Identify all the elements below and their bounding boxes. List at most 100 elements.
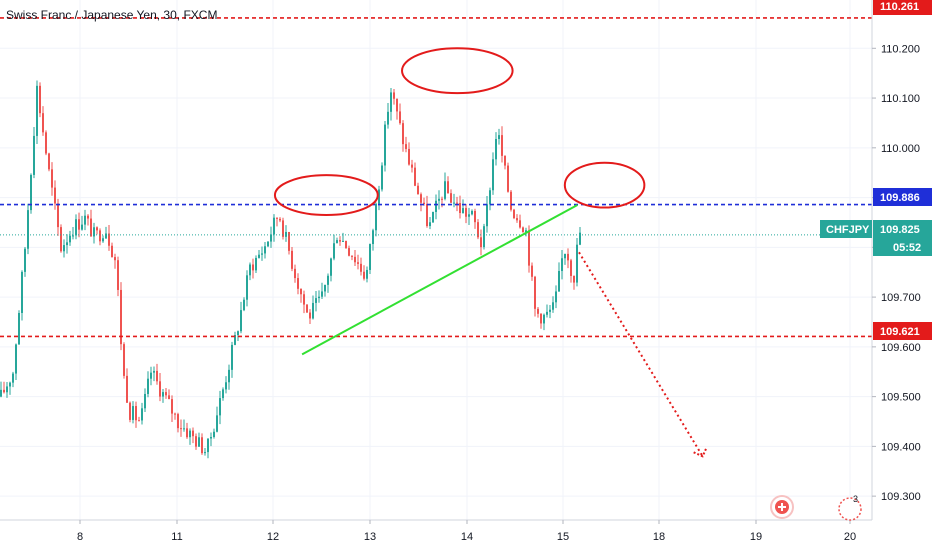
candle-body [171,399,173,414]
annotation-ellipse [273,174,379,216]
candle-body [396,98,398,112]
candle-body [522,227,524,233]
y-tick-label: 110.200 [881,43,920,55]
candle-body [141,408,143,421]
candle-body [189,430,191,438]
candle-body [108,233,110,246]
candle-body [360,263,362,272]
candle-body [228,369,230,383]
candle-body [480,237,482,248]
price-tag-upper: 110.261 [873,0,932,15]
candle-body [453,202,455,204]
candle-body [357,262,359,264]
candle-body [174,413,176,415]
candle-body [87,215,89,219]
candle-body [126,375,128,403]
candle-body [492,159,494,191]
candle-body [9,382,11,387]
candle-body [252,264,254,271]
candle-body [573,275,575,283]
candle-body [246,275,248,300]
candle-body [93,227,95,237]
candle-body [231,344,233,370]
candle-body [18,312,20,345]
candle-body [507,165,509,192]
candle-body [36,85,38,136]
candle-body [486,204,488,227]
horizontal-lines [0,17,872,338]
candle-body [378,189,380,204]
candle-body [303,294,305,305]
candle-body [183,428,185,430]
candle-body [312,302,314,319]
candle-body [300,288,302,295]
candle-body [261,253,263,255]
candle-body [318,296,320,299]
x-tick-label: 8 [77,531,83,543]
candle-body [504,155,506,166]
candle-body [6,386,8,393]
candle-body [348,248,350,256]
trendline [301,204,578,356]
candle-body [501,135,503,156]
candle-body [192,430,194,437]
annotation-ellipse [401,47,514,95]
candle-body [69,235,71,243]
x-tick-label: 20 [844,531,856,543]
candle-body [123,344,125,376]
candle-body [426,203,428,227]
candle-body [225,382,227,390]
candle-body [435,200,437,212]
drawings [273,47,708,458]
y-tick-label: 109.300 [881,491,921,503]
events-badge[interactable]: 3 [838,494,862,521]
candle-body [264,246,266,254]
candle-body [78,219,80,230]
x-tick-label: 13 [364,531,376,543]
candle-body [24,248,26,272]
candle-body [237,331,239,335]
candle-body [249,264,251,276]
candle-body [27,210,29,249]
candle-body [3,389,5,393]
candle-body [423,202,425,204]
candle-body [330,258,332,276]
x-tick-label: 19 [750,531,762,543]
price-tag-lower-text: 109.621 [880,326,920,338]
candle-body [516,218,518,221]
alert-add-button[interactable] [770,495,794,519]
candle-body [579,232,581,245]
candle-body [489,190,491,205]
y-tick-label: 110.100 [881,93,920,105]
candle-body [243,299,245,311]
candle-body [216,415,218,432]
candle-body [84,215,86,225]
candle-body [552,302,554,310]
candle-body [447,181,449,194]
candle-body [120,289,122,345]
projection-arrowhead [693,446,708,458]
candle-body [291,250,293,269]
candle-body [258,254,260,258]
candle-body [474,210,476,223]
candle-body [150,372,152,379]
y-tick-label: 109.400 [881,441,921,453]
candle-body [336,240,338,244]
candle-body [111,245,113,258]
candle-body [525,230,527,233]
candle-body [333,243,335,259]
candle-body [30,174,32,211]
price-tag-upper-text: 110.261 [880,1,919,13]
candle-body [564,253,566,259]
candle-body [342,240,344,242]
candle-body [471,210,473,215]
candle-body [138,420,140,422]
candle-body [33,135,35,175]
candle-body [168,395,170,400]
candle-body [417,185,419,195]
y-tick-label: 110.000 [881,143,920,155]
candle-body [144,393,146,409]
symbol-tag: CHFJPY [820,220,872,238]
